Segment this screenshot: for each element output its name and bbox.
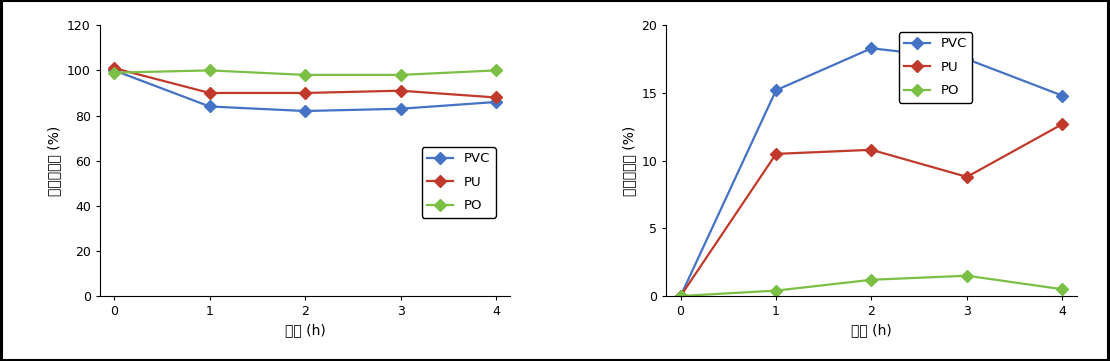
Line: PO: PO bbox=[110, 66, 501, 79]
PU bbox=[108, 66, 121, 70]
PO bbox=[769, 288, 783, 293]
PO bbox=[490, 68, 503, 73]
PVC bbox=[299, 109, 312, 113]
PU bbox=[203, 91, 216, 95]
Line: PO: PO bbox=[676, 271, 1067, 300]
PO bbox=[394, 73, 407, 77]
X-axis label: 시간 (h): 시간 (h) bbox=[285, 323, 325, 338]
PO bbox=[108, 70, 121, 75]
PO bbox=[1056, 287, 1069, 291]
Line: PVC: PVC bbox=[110, 66, 501, 115]
Y-axis label: 약물흡착도 (%): 약물흡착도 (%) bbox=[622, 126, 636, 196]
PU bbox=[865, 148, 878, 152]
Line: PU: PU bbox=[110, 64, 501, 102]
Line: PU: PU bbox=[676, 120, 1067, 300]
PU bbox=[769, 152, 783, 156]
Y-axis label: 약물전달율 (%): 약물전달율 (%) bbox=[48, 126, 61, 196]
PVC bbox=[1056, 93, 1069, 98]
X-axis label: 시간 (h): 시간 (h) bbox=[851, 323, 891, 338]
PVC bbox=[674, 294, 687, 298]
PU bbox=[394, 88, 407, 93]
PO bbox=[960, 274, 973, 278]
Line: PVC: PVC bbox=[676, 44, 1067, 300]
PU bbox=[674, 294, 687, 298]
PU bbox=[960, 175, 973, 179]
Legend: PVC, PU, PO: PVC, PU, PO bbox=[899, 32, 972, 103]
PO bbox=[674, 294, 687, 298]
PO bbox=[299, 73, 312, 77]
PO bbox=[203, 68, 216, 73]
PU bbox=[490, 95, 503, 100]
PVC bbox=[769, 88, 783, 92]
PO bbox=[865, 278, 878, 282]
Legend: PVC, PU, PO: PVC, PU, PO bbox=[422, 147, 495, 218]
PVC bbox=[394, 106, 407, 111]
PVC bbox=[108, 68, 121, 73]
PU bbox=[1056, 122, 1069, 126]
PVC bbox=[203, 104, 216, 109]
PVC bbox=[865, 46, 878, 51]
PVC bbox=[960, 57, 973, 61]
PU bbox=[299, 91, 312, 95]
PVC bbox=[490, 100, 503, 104]
